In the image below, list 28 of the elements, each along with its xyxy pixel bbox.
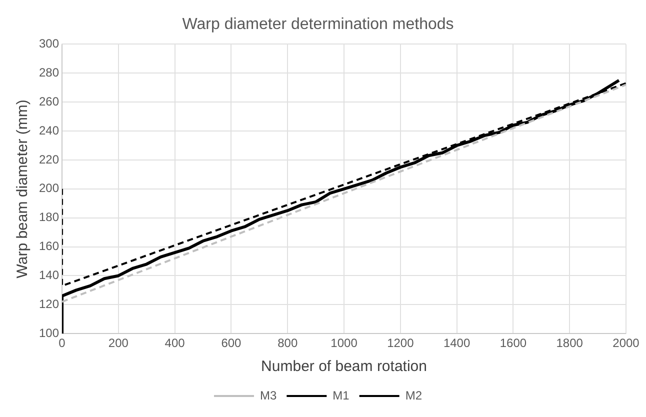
x-tick-label: 1000 [330,336,358,350]
x-axis-title: Number of beam rotation [261,358,427,376]
legend-label: M1 [332,388,350,402]
legend-label: M2 [405,388,422,402]
y-axis-title: Warp beam diameter (mm) [14,100,32,278]
x-tick-label: 2000 [612,336,640,350]
legend-label: M3 [260,388,277,402]
chart-title: Warp diameter determination methods [182,16,454,34]
x-tick-label: 0 [58,336,66,350]
y-tick-label: 300 [38,36,60,51]
y-tick-label: 160 [38,239,60,254]
y-tick-label: 100 [38,326,60,340]
x-tick-label: 800 [278,336,298,350]
y-tick-label: 120 [38,296,60,311]
y-tick-label: 260 [38,94,60,108]
y-tick-label: 180 [38,210,60,224]
y-tick-label: 200 [38,181,60,196]
x-tick-label: 1200 [387,336,414,350]
x-tick-label: 200 [108,336,129,350]
x-tick-label: 1400 [443,336,470,350]
y-tick-label: 240 [38,123,60,138]
x-tick-label: 1600 [500,336,527,350]
x-tick-label: 600 [221,336,242,350]
x-tick-label: 1800 [556,336,584,350]
y-tick-label: 140 [38,268,60,282]
y-tick-label: 220 [38,152,60,166]
x-tick-label: 400 [164,336,186,350]
y-tick-label: 280 [38,65,60,80]
